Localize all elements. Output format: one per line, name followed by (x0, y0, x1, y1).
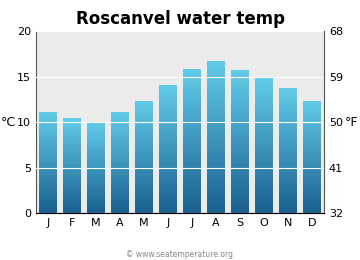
Text: © www.seatemperature.org: © www.seatemperature.org (126, 250, 234, 259)
Title: Roscanvel water temp: Roscanvel water temp (76, 10, 284, 28)
Y-axis label: °C: °C (0, 116, 15, 129)
Y-axis label: °F: °F (345, 116, 358, 129)
